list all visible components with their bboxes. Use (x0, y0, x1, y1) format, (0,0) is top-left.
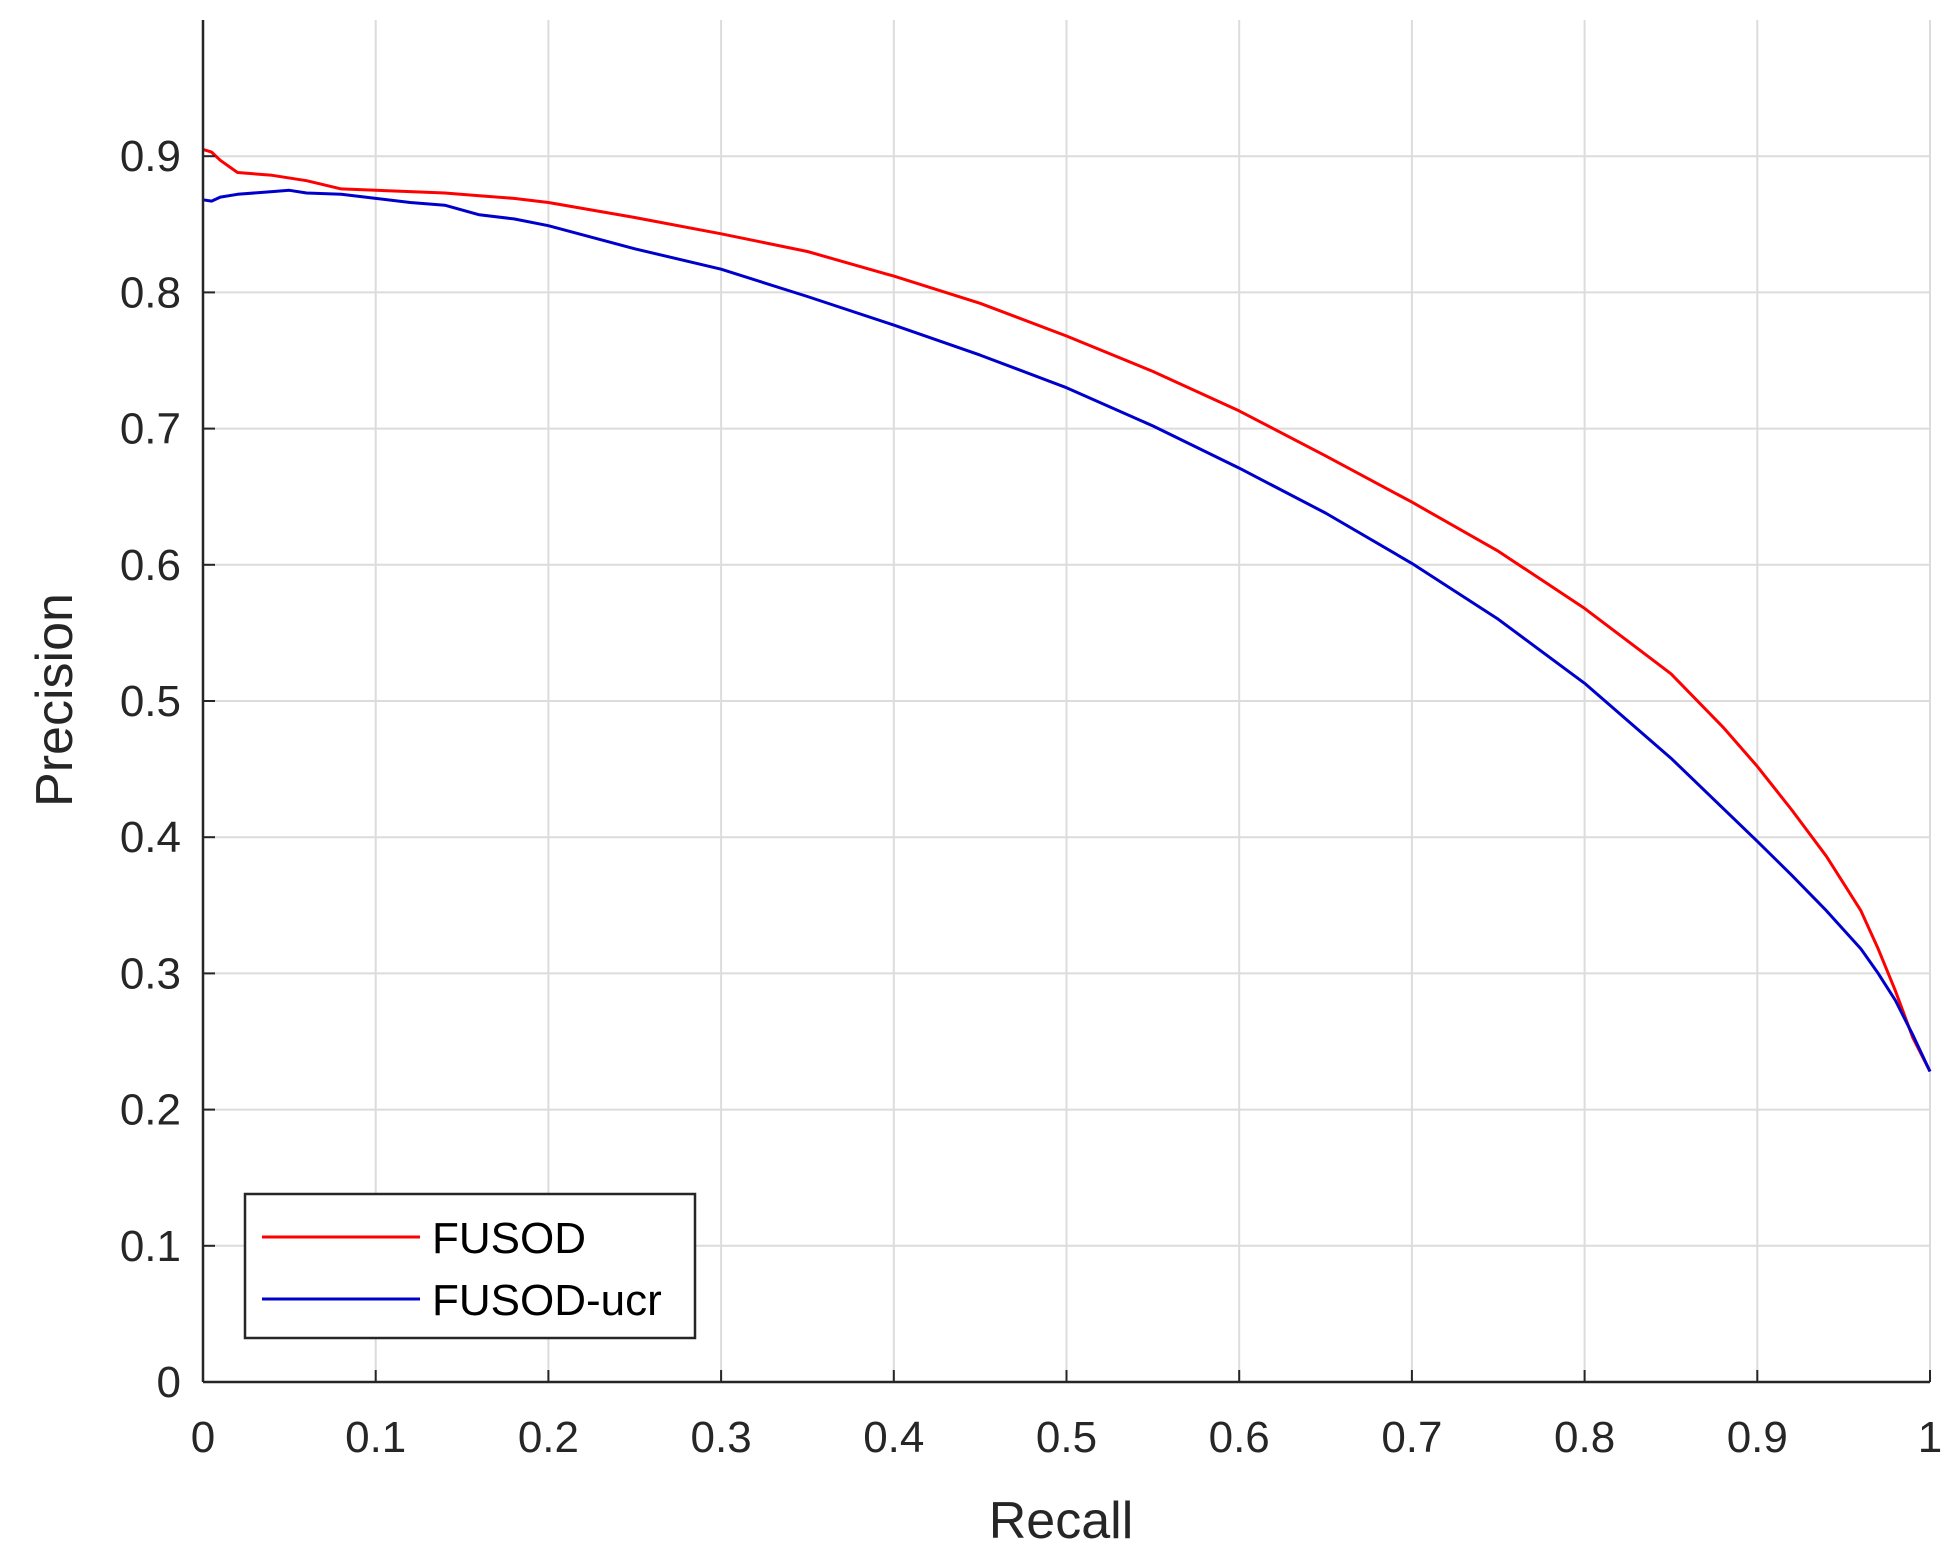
y-tick-label: 0.2 (120, 1086, 181, 1135)
legend-label-fusod: FUSOD (432, 1214, 586, 1263)
series-lines (202, 147, 1932, 1073)
x-axis-label: Recall (989, 1492, 1134, 1550)
x-tick-label: 0.4 (863, 1413, 924, 1462)
y-tick-label: 0.1 (120, 1222, 181, 1271)
legend-label-fusod-ucr: FUSOD-ucr (432, 1276, 662, 1325)
y-tick-label: 0.6 (120, 541, 181, 590)
x-tick-label: 0.2 (518, 1413, 579, 1462)
legend: FUSOD FUSOD-ucr (243, 1192, 697, 1340)
x-tick-label: 0.3 (691, 1413, 752, 1462)
y-tick-label: 0.5 (120, 677, 181, 726)
x-tick-label: 0.8 (1554, 1413, 1615, 1462)
x-tick-label: 0.7 (1381, 1413, 1442, 1462)
series-line-fusod-ucr (202, 188, 1932, 1073)
y-tick-label: 0.9 (120, 132, 181, 181)
x-tick-label: 0.9 (1727, 1413, 1788, 1462)
x-tick-label: 0.5 (1036, 1413, 1097, 1462)
y-tick-label: 0.4 (120, 813, 181, 862)
x-tick-label: 1 (1918, 1413, 1942, 1462)
y-tick-label: 0 (157, 1358, 181, 1407)
x-tick-label: 0.6 (1209, 1413, 1270, 1462)
axes (201, 20, 1931, 1384)
legend-box (243, 1192, 697, 1340)
x-tick-label: 0.1 (345, 1413, 406, 1462)
y-tick-label: 0.3 (120, 949, 181, 998)
series-line-fusod (202, 147, 1932, 1073)
y-axis-label: Precision (26, 593, 84, 807)
y-tick-label: 0.8 (120, 268, 181, 317)
tick-labels: 0 0.1 0.2 0.3 0.4 0.5 0.6 0.7 0.8 0.9 1 0 0.1 0.2 0.3 0… (120, 132, 1942, 1462)
grid-lines (202, 20, 1931, 1382)
y-tick-label: 0.7 (120, 405, 181, 454)
x-tick-label: 0 (191, 1413, 215, 1462)
